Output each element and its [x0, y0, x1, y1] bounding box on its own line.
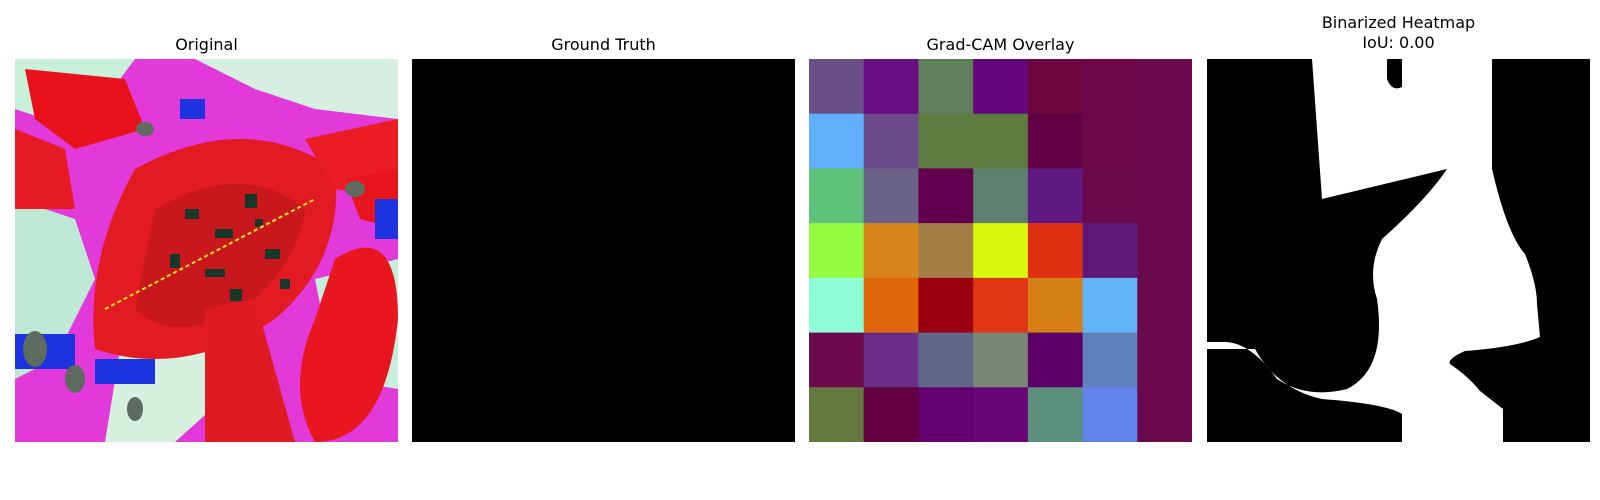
gradcam-cell [1082, 113, 1138, 169]
binarized-mask [1207, 59, 1590, 442]
gradcam-cell [1027, 387, 1084, 442]
gradcam-cell [1082, 168, 1138, 224]
gradcam-cell [809, 387, 865, 442]
gradcam-cell [1027, 332, 1084, 388]
iou-score: IoU: 0.00 [1362, 33, 1435, 52]
gradcam-cell [973, 59, 1029, 115]
gradcam-cell [1137, 332, 1192, 388]
gradcam-cell [918, 223, 974, 279]
gradcam-cell [918, 168, 974, 224]
gradcam-cell [863, 113, 919, 169]
gradcam-cell [918, 113, 974, 169]
gradcam-cell [1027, 277, 1084, 334]
original-image [15, 59, 398, 442]
gradcam-title: Grad-CAM Overlay [926, 35, 1075, 54]
ground-truth-title: Ground Truth [551, 35, 656, 54]
gradcam-cell [863, 223, 919, 279]
gradcam-cell [809, 332, 865, 388]
gradcam-cell [1137, 223, 1192, 279]
gradcam-cell [918, 332, 974, 388]
gradcam-heatmap [809, 59, 1192, 442]
gradcam-cell [973, 332, 1029, 388]
gradcam-cell [1082, 59, 1138, 115]
gradcam-cell [863, 277, 919, 334]
gradcam-cell [1027, 59, 1084, 115]
gradcam-cell [973, 113, 1029, 169]
gradcam-cell [809, 223, 865, 279]
gradcam-cell [1082, 387, 1138, 442]
gradcam-cell [809, 168, 865, 224]
gradcam-cell [1082, 277, 1138, 334]
gradcam-cell [1082, 332, 1138, 388]
gradcam-cell [863, 332, 919, 388]
ground-truth-mask [412, 59, 795, 442]
gradcam-cell [1137, 277, 1192, 334]
binarized-title-main: Binarized Heatmap [1321, 13, 1476, 32]
gradcam-cell [1082, 223, 1138, 279]
original-title: Original [175, 35, 238, 54]
gradcam-cell [1137, 168, 1192, 224]
gradcam-cell [918, 277, 974, 334]
gradcam-cell [973, 277, 1029, 334]
gradcam-cell [863, 387, 919, 442]
gradcam-cell [973, 387, 1029, 442]
gradcam-cell [1137, 113, 1192, 169]
gradcam-cell [863, 59, 919, 115]
gradcam-cell [809, 277, 865, 334]
binarized-title: Binarized Heatmap IoU: 0.00 [1207, 13, 1590, 53]
gradcam-cell [1027, 113, 1084, 169]
gradcam-cell [918, 387, 974, 442]
gradcam-cell [1137, 387, 1192, 442]
gradcam-cell [1137, 59, 1192, 115]
gradcam-cell [973, 168, 1029, 224]
gradcam-cell [809, 59, 865, 115]
gradcam-cell [973, 223, 1029, 279]
gradcam-cell [809, 113, 865, 169]
gradcam-cell [863, 168, 919, 224]
gradcam-cell [1027, 223, 1084, 279]
gradcam-cell [1027, 168, 1084, 224]
gradcam-cell [918, 59, 974, 115]
